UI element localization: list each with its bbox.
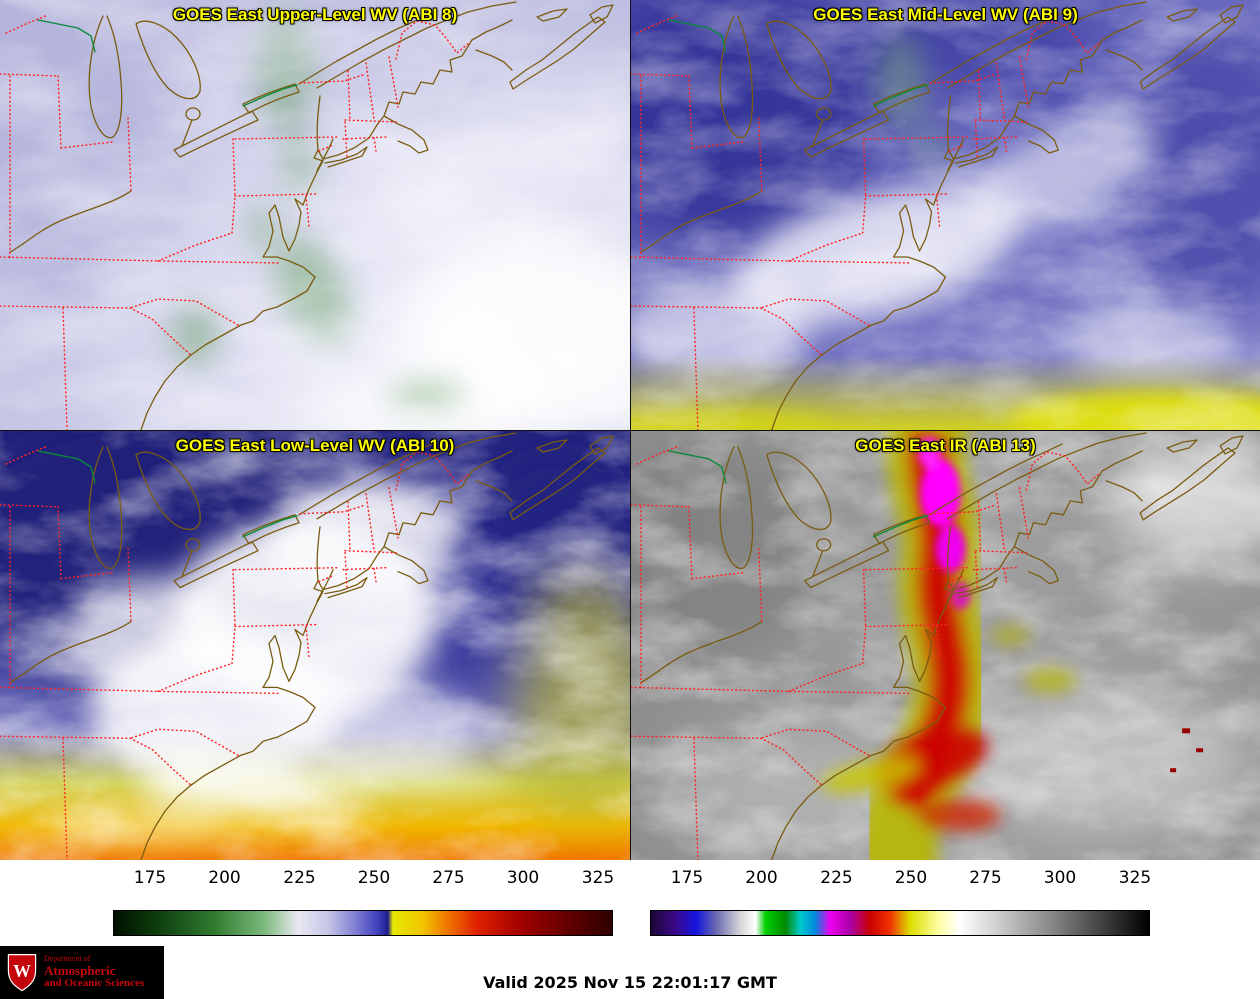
tick-label: 250 — [894, 868, 928, 888]
uw-crest-icon: W — [7, 953, 37, 991]
panel-upper-level-wv: GOES East Upper-Level WV (ABI 8) — [0, 0, 630, 430]
ir-imagery — [631, 431, 1260, 860]
tick-label: 200 — [208, 868, 241, 888]
tick-label: 250 — [357, 868, 391, 888]
panel-low-level-wv: GOES East Low-Level WV (ABI 10) — [0, 430, 630, 860]
panel-ir: GOES East IR (ABI 13) — [630, 430, 1260, 860]
panel-mid-level-wv: GOES East Mid-Level WV (ABI 9) — [630, 0, 1260, 430]
tick-label: 300 — [506, 868, 540, 888]
logo-line-2: Atmospheric — [44, 962, 116, 978]
ir-colorbar-ticks: 175 200 225 250 275 300 325 — [650, 860, 1152, 894]
uw-logo: W Department of Atmospheric and Oceanic … — [0, 946, 164, 999]
tick-label: 175 — [670, 868, 704, 888]
footer: W Department of Atmospheric and Oceanic … — [0, 946, 1260, 999]
mid-level-wv-imagery — [631, 0, 1260, 430]
logo-line-3: and Oceanic Sciences — [44, 976, 145, 989]
tick-label: 275 — [432, 868, 465, 888]
tick-label: 300 — [1043, 868, 1077, 888]
low-level-wv-imagery — [0, 431, 630, 860]
tick-label: 175 — [133, 868, 167, 888]
wv-colorbar-gradient — [113, 910, 613, 936]
upper-level-wv-imagery — [0, 0, 630, 430]
crest-letter: W — [13, 961, 31, 981]
ir-colorbar-gradient — [650, 910, 1150, 936]
tick-label: 325 — [1118, 868, 1152, 888]
uw-logo-text: Department of Atmospheric and Oceanic Sc… — [44, 955, 144, 990]
tick-label: 225 — [283, 868, 316, 888]
wv-colorbar-ticks: 175 200 225 250 275 300 325 — [113, 860, 615, 894]
tick-label: 225 — [820, 868, 853, 888]
colorbar-strip: 175 200 225 250 275 300 325 175 200 225 … — [0, 860, 1260, 946]
ir-colorbar: 175 200 225 250 275 300 325 — [650, 860, 1152, 946]
satellite-panel-grid: GOES East Upper-Level WV (ABI 8) — [0, 0, 1260, 860]
tick-label: 200 — [745, 868, 778, 888]
wv-colorbar: 175 200 225 250 275 300 325 — [113, 860, 615, 946]
tick-label: 325 — [581, 868, 615, 888]
valid-time: Valid 2025 Nov 15 22:01:17 GMT — [483, 973, 777, 992]
tick-label: 275 — [969, 868, 1002, 888]
logo-line-1: Department of — [44, 954, 91, 964]
